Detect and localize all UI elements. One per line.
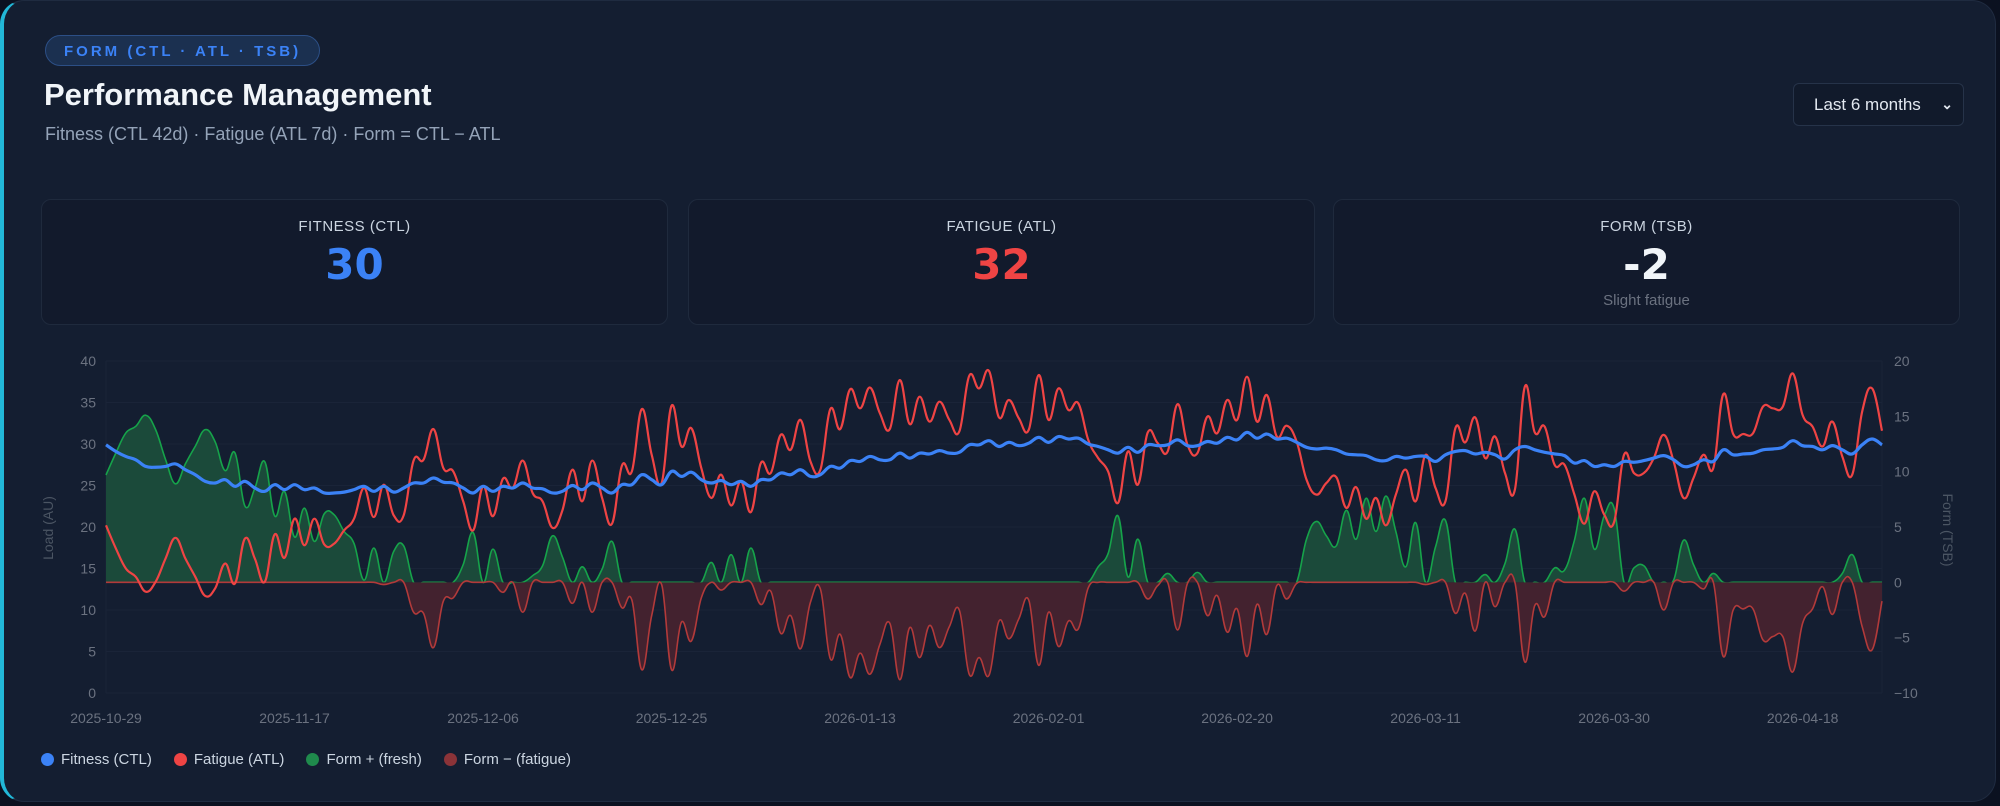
stat-value: -2	[1623, 240, 1670, 289]
legend-label: Fitness (CTL)	[61, 751, 152, 768]
legend-item-form-fresh[interactable]: Form + (fresh)	[306, 751, 422, 768]
y-tick-label: 5	[88, 644, 96, 660]
y2-tick-label: −5	[1894, 630, 1910, 646]
stat-card-fitness: FITNESS (CTL) 30	[41, 199, 668, 325]
x-tick-label: 2026-02-20	[1201, 710, 1273, 726]
legend-label: Form − (fatigue)	[463, 751, 571, 768]
stat-label: FITNESS (CTL)	[298, 218, 411, 235]
stat-note: Slight fatigue	[1603, 292, 1690, 309]
form-negative-line	[106, 573, 1883, 681]
fitness-line	[105, 430, 1883, 496]
y-tick-label: 30	[80, 436, 96, 452]
y2-tick-label: −10	[1894, 685, 1918, 701]
y2-tick-label: 20	[1894, 353, 1910, 369]
legend-dot	[41, 753, 54, 766]
load-lines	[104, 368, 1884, 598]
legend-item-form-fatigue[interactable]: Form − (fatigue)	[443, 751, 571, 768]
range-select[interactable]: Last 6 months ⌄	[1793, 83, 1964, 126]
stat-value: 32	[972, 240, 1031, 289]
y2-tick-label: 10	[1894, 464, 1910, 480]
chevron-down-icon: ⌄	[1941, 96, 1953, 112]
stat-label: FORM (TSB)	[1600, 218, 1693, 235]
form-positive-area	[106, 415, 1882, 588]
stat-label: FATIGUE (ATL)	[946, 218, 1057, 235]
legend-dot	[443, 753, 457, 766]
y-tick-label: 10	[80, 602, 96, 618]
form-positive-line	[105, 414, 1882, 589]
y-tick-label: 35	[80, 395, 96, 411]
page-title: Performance Management	[44, 77, 432, 112]
x-tick-label: 2025-10-29	[70, 710, 142, 726]
form-negative-area	[106, 574, 1882, 680]
y2-tick-label: 15	[1894, 408, 1910, 424]
x-tick-label: 2026-02-01	[1013, 710, 1085, 726]
x-tick-label: 2026-04-18	[1767, 710, 1839, 726]
stat-card-fatigue: FATIGUE (ATL) 32	[688, 199, 1315, 325]
y-tick-label: 40	[80, 353, 96, 369]
legend-dot	[173, 753, 187, 766]
form-areas	[105, 414, 1883, 681]
legend-dot	[306, 753, 320, 766]
stat-value: 30	[325, 240, 384, 289]
page-subtitle: Fitness (CTL 42d) · Fatigue (ATL 7d) · F…	[45, 124, 501, 144]
y2-tick-label: 5	[1894, 519, 1902, 535]
section-badge: FORM (CTL · ATL · TSB)	[45, 35, 321, 66]
axis-ticks: 0 5 10 15 20 25 30 35 40 −10 −5 0 5 10 15 20 2025-10-29 2…	[70, 353, 1918, 726]
legend-label: Form + (fresh)	[326, 751, 422, 768]
pmc-chart: 0 5 10 15 20 25 30 35 40 −10 −5 0 5 10 15 20 2025-10-29 2…	[40, 353, 1956, 726]
stat-card-form: FORM (TSB) -2 Slight fatigue	[1333, 199, 1960, 325]
legend-label: Fatigue (ATL)	[193, 751, 285, 768]
y-tick-label: 15	[80, 561, 96, 577]
x-tick-label: 2025-11-17	[259, 710, 330, 726]
y-tick-label: 25	[80, 478, 96, 494]
y2-tick-label: 0	[1894, 574, 1902, 590]
x-tick-label: 2026-03-11	[1390, 710, 1461, 726]
x-tick-label: 2025-12-06	[447, 710, 519, 726]
x-tick-label: 2026-01-13	[824, 710, 896, 726]
legend-item-fatigue[interactable]: Fatigue (ATL)	[173, 751, 285, 768]
y-axis-title: Load (AU)	[40, 496, 56, 560]
range-select-value: Last 6 months	[1814, 95, 1921, 114]
y-tick-label: 20	[80, 519, 96, 535]
fatigue-line	[104, 368, 1884, 598]
x-tick-label: 2025-12-25	[636, 710, 708, 726]
y2-axis-title: Form (TSB)	[1940, 493, 1956, 566]
chart-legend: Fitness (CTL) Fatigue (ATL) Form + (fres…	[41, 751, 571, 768]
y-tick-label: 0	[88, 685, 96, 701]
x-tick-label: 2026-03-30	[1578, 710, 1650, 726]
legend-item-fitness[interactable]: Fitness (CTL)	[41, 751, 152, 768]
